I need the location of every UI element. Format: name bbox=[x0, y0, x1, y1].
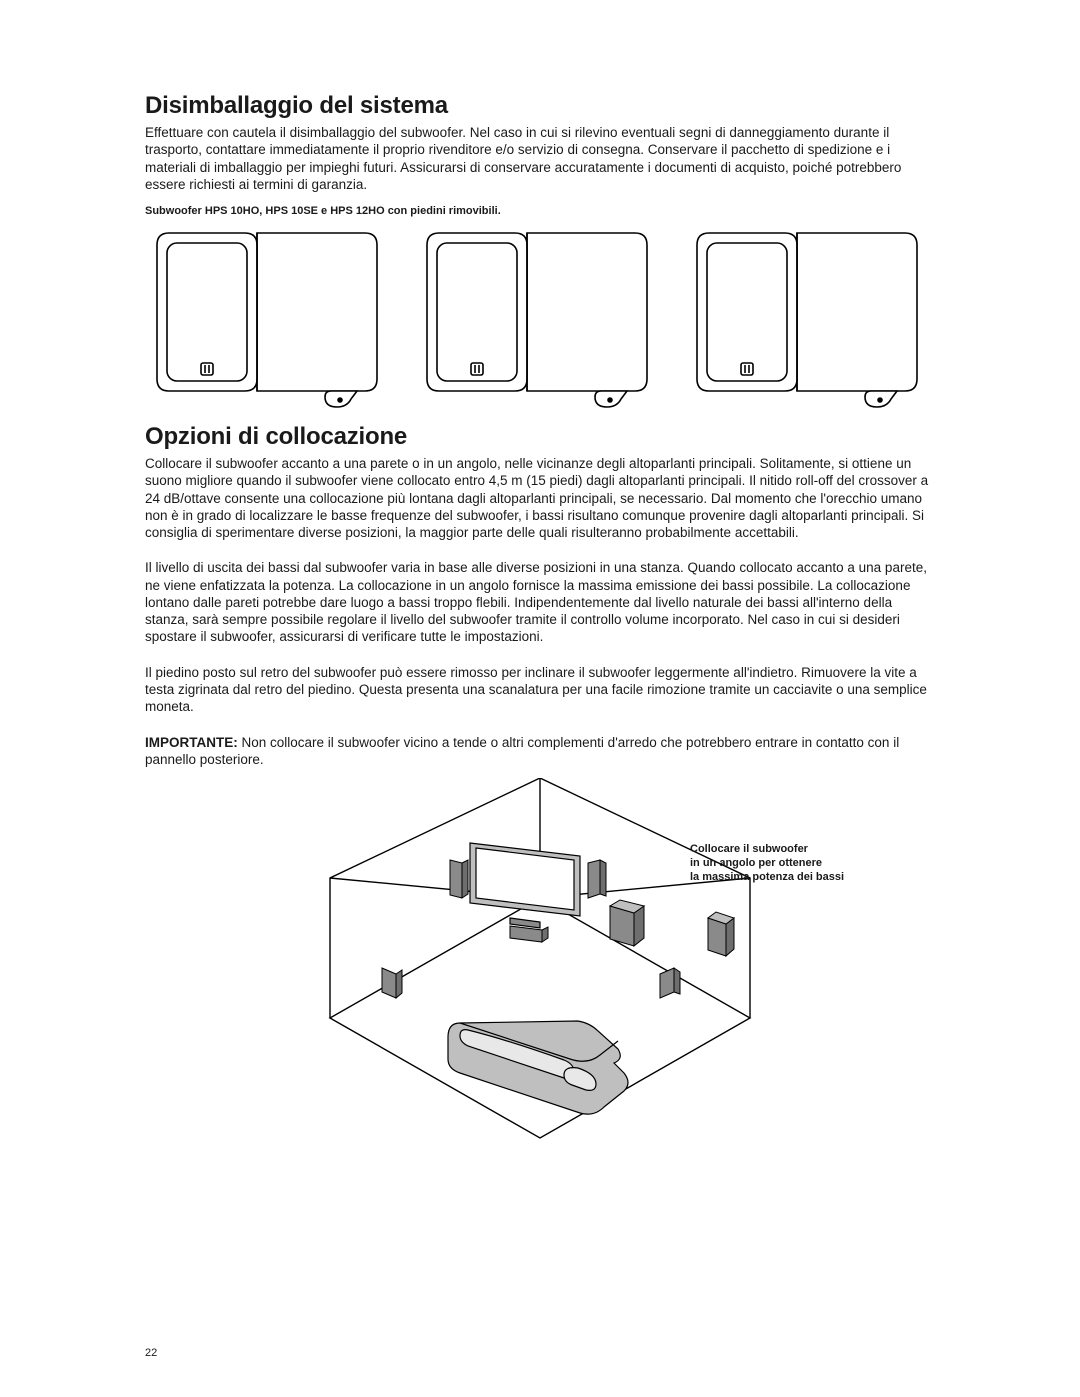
subwoofer-caption: Subwoofer HPS 10HO, HPS 10SE e HPS 12HO … bbox=[145, 205, 935, 217]
section2-p2: Il livello di uscita dei bassi dal subwo… bbox=[145, 559, 935, 645]
important-body: Non collocare il subwoofer vicino a tend… bbox=[145, 735, 899, 767]
subwoofer-illustration-1 bbox=[145, 223, 385, 413]
section2-heading: Opzioni di collocazione bbox=[145, 423, 935, 451]
important-label: IMPORTANTE: bbox=[145, 735, 238, 750]
placement-label: Collocare il subwoofer in un angolo per … bbox=[690, 843, 844, 884]
section1-body: Effettuare con cautela il disimballaggio… bbox=[145, 124, 935, 193]
placement-label-l1: Collocare il subwoofer bbox=[690, 843, 844, 857]
placement-label-l2: in un angolo per ottenere bbox=[690, 857, 844, 871]
section2-p3: Il piedino posto sul retro del subwoofer… bbox=[145, 664, 935, 716]
subwoofer-row bbox=[145, 223, 935, 413]
page-number: 22 bbox=[145, 1347, 157, 1359]
room-placement-diagram bbox=[310, 778, 770, 1158]
section1-heading: Disimballaggio del sistema bbox=[145, 92, 935, 120]
placement-label-l3: la massima potenza dei bassi bbox=[690, 871, 844, 885]
subwoofer-illustration-3 bbox=[685, 223, 925, 413]
subwoofer-illustration-2 bbox=[415, 223, 655, 413]
section2-important: IMPORTANTE: Non collocare il subwoofer v… bbox=[145, 734, 935, 769]
section2-p1: Collocare il subwoofer accanto a una par… bbox=[145, 455, 935, 541]
